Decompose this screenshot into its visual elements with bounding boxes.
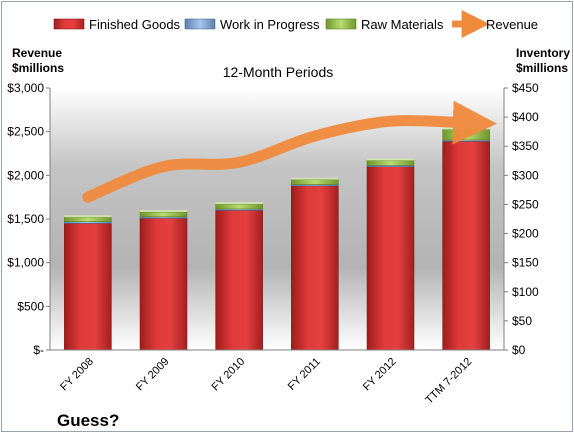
revenue-line	[82, 100, 497, 203]
legend-item-work-in-progress: Work in Progress	[184, 17, 320, 32]
category-label: FY 2009	[134, 356, 172, 394]
bar-raw-materials	[64, 216, 112, 222]
legend-swatch-raw-materials	[325, 18, 357, 30]
bar-top-highlight	[64, 215, 112, 218]
right-axis-title-line2: $millions	[516, 61, 568, 75]
bar-finished-goods	[291, 185, 339, 351]
category-label: FY 2011	[286, 356, 323, 393]
legend-swatch-work-in-progress	[184, 18, 216, 30]
left-axis-tick-label: $500	[17, 299, 44, 313]
right-axis-tick-label: $100	[512, 285, 539, 299]
bar-finished-goods	[442, 140, 490, 351]
right-axis: $0 $50 $100 $150 $200 $250 $300 $350 $400 $450	[503, 81, 539, 357]
left-axis-tick-label: $1,500	[7, 212, 44, 226]
bar-top-highlight	[140, 210, 187, 213]
bar-raw-materials	[291, 179, 339, 185]
legend-item-finished-goods: Finished Goods	[53, 17, 181, 32]
legend-item-raw-materials: Raw Materials	[325, 17, 444, 32]
bar-finished-goods	[366, 166, 415, 351]
left-axis-title-line1: Revenue	[12, 46, 62, 60]
right-axis-tick-label: $450	[512, 81, 539, 95]
bar-raw-materials	[366, 160, 415, 166]
category-label: FY 2012	[361, 356, 399, 394]
chart-caption: Guess?	[57, 411, 119, 430]
bar-finished-goods	[64, 223, 112, 351]
right-axis-tick-label: $50	[512, 314, 532, 328]
right-axis-tick-label: $350	[512, 139, 539, 153]
plot-area	[50, 88, 504, 350]
category-label: FY 2008	[58, 356, 96, 394]
right-axis-tick-label: $250	[512, 197, 539, 211]
legend-label-finished-goods: Finished Goods	[89, 17, 181, 32]
category-label: TTM 7-2012	[423, 356, 474, 407]
bar-finished-goods	[215, 209, 263, 351]
bar-series	[64, 127, 490, 351]
chart-title: 12-Month Periods	[223, 64, 334, 80]
right-axis-title-line1: Inventory	[516, 46, 570, 60]
left-axis-tick-label: $1,000	[7, 256, 44, 270]
left-axis-tick-label: $-	[33, 343, 44, 357]
left-axis-title-line2: $millions	[12, 61, 64, 75]
left-axis-tick-label: $2,000	[7, 168, 44, 182]
bar-finished-goods	[139, 217, 188, 351]
legend-swatch-finished-goods	[53, 18, 85, 30]
category-axis: FY 2008 FY 2009 FY 2010 FY 2011 FY 2012 TTM 7…	[50, 349, 504, 407]
right-axis-tick-label: $0	[512, 343, 526, 357]
legend: Finished Goods Work in Progress Raw Mate…	[53, 10, 538, 38]
revenue-series	[82, 100, 497, 203]
legend-label-raw-materials: Raw Materials	[361, 17, 444, 32]
right-axis-tick-label: $400	[512, 110, 539, 124]
right-axis-tick-label: $300	[512, 168, 539, 182]
bar-top-highlight	[367, 158, 414, 161]
bar-top-highlight	[291, 177, 339, 180]
right-axis-tick-label: $200	[512, 227, 539, 241]
category-label: FY 2010	[210, 356, 248, 394]
left-axis-tick-label: $2,500	[7, 125, 44, 139]
bar-raw-materials	[442, 129, 490, 141]
right-axis-tick-label: $150	[512, 256, 539, 270]
bar-raw-materials	[215, 203, 263, 210]
left-axis-tick-label: $3,000	[7, 81, 44, 95]
bar-top-highlight	[215, 202, 263, 205]
legend-item-revenue: Revenue	[452, 10, 538, 38]
bar-raw-materials	[139, 211, 188, 218]
left-axis: $- $500 $1,000 $1,500 $2,000 $2,500 $3,000	[7, 81, 51, 357]
legend-label-revenue: Revenue	[486, 17, 538, 32]
legend-label-work-in-progress: Work in Progress	[220, 17, 320, 32]
